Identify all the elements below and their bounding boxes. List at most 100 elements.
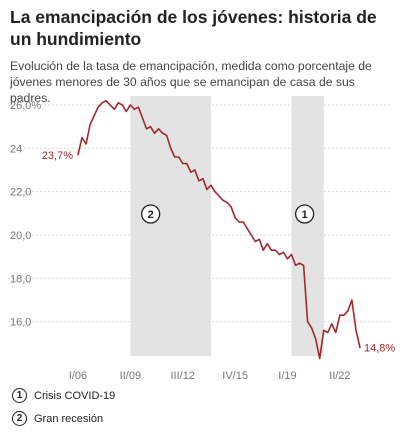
badge-1-icon: 1: [12, 388, 27, 403]
data-point: [270, 249, 272, 251]
data-point: [222, 199, 224, 201]
badge-1-icon: [294, 204, 315, 224]
data-point: [89, 123, 91, 126]
x-tick-label: IV/15: [222, 370, 248, 382]
data-point: [202, 178, 204, 180]
data-point: [97, 106, 99, 108]
data-point: [186, 162, 188, 165]
badge-number: 2: [148, 209, 154, 221]
data-point: [327, 331, 329, 334]
data-point: [262, 249, 264, 251]
y-axis-ticks: 26,0% 24 22,0 20,0 18,0 16,0: [10, 100, 41, 329]
data-point: [319, 357, 321, 360]
data-point: [190, 171, 192, 173]
x-tick-label: II/09: [120, 370, 141, 382]
data-point: [182, 162, 184, 165]
x-tick-label: II/22: [329, 370, 350, 382]
data-point: [294, 264, 297, 266]
data-point: [315, 338, 317, 340]
data-point: [162, 132, 164, 134]
data-point: [351, 299, 353, 301]
badge-2-icon: [141, 204, 161, 224]
y-gridlines: [8, 104, 392, 323]
data-point: [311, 327, 313, 329]
data-point: [141, 117, 144, 119]
data-point: [335, 331, 337, 334]
data-point: [133, 108, 135, 110]
data-point: [274, 249, 276, 251]
data-point: [343, 314, 345, 316]
x-axis-ticks: I/06 II/09 III/12 IV/15 I/19 II/22: [69, 370, 351, 382]
data-point: [246, 227, 248, 230]
data-point: [303, 264, 305, 266]
end-value-label: 14,8%: [364, 343, 395, 355]
data-point: [117, 102, 119, 104]
data-point: [145, 128, 148, 130]
data-point: [218, 195, 220, 197]
data-point: [178, 156, 180, 158]
data-point: [307, 321, 309, 323]
data-point: [93, 115, 95, 117]
legend-label: Crisis COVID-19: [34, 389, 116, 402]
data-point: [242, 221, 244, 223]
data-point: [109, 104, 111, 106]
data-labels: 23,7% 14,8%: [42, 150, 396, 355]
data-point: [331, 323, 333, 325]
data-point: [157, 128, 160, 130]
data-point: [101, 102, 103, 104]
data-point: [323, 329, 325, 331]
shaded-period-2: [130, 96, 211, 356]
data-point: [149, 126, 152, 128]
data-point: [258, 238, 260, 240]
data-point: [359, 347, 361, 349]
data-point: [234, 217, 236, 219]
data-point: [210, 184, 212, 186]
data-point: [77, 154, 79, 156]
data-point: [85, 143, 87, 145]
data-point: [194, 169, 196, 171]
y-tick-label: 26,0%: [10, 100, 41, 112]
legend-label: Gran recesión: [34, 412, 104, 425]
data-point: [113, 108, 115, 110]
data-point: [137, 106, 140, 108]
data-point: [174, 156, 176, 158]
x-tick-label: III/12: [171, 370, 195, 382]
y-tick-label: 22,0: [10, 187, 31, 199]
data-point: [282, 251, 285, 253]
data-point: [238, 221, 240, 223]
data-point: [198, 180, 200, 182]
data-point: [250, 234, 252, 236]
data-point: [226, 201, 228, 204]
data-point: [214, 191, 216, 193]
data-point: [286, 258, 289, 260]
data-point: [290, 253, 293, 256]
shaded-periods: [130, 96, 324, 356]
data-point: [206, 188, 208, 191]
y-tick-label: 18,0: [10, 273, 31, 285]
chart-title: La emancipación de los jóvenes: historia…: [10, 7, 377, 49]
legend-item-recession: 2 Gran recesión: [12, 411, 103, 426]
data-point: [129, 104, 131, 106]
data-point: [339, 314, 341, 316]
start-value-label: 23,7%: [42, 150, 73, 162]
x-tick-label: I/06: [69, 370, 87, 382]
y-tick-label: 24: [10, 143, 22, 155]
badge-number: 1: [302, 209, 308, 221]
y-tick-label: 20,0: [10, 230, 31, 242]
data-point: [278, 253, 281, 256]
data-point: [230, 206, 232, 208]
data-point: [298, 262, 301, 264]
x-tick-label: I/19: [278, 370, 296, 382]
legend-item-covid: 1 Crisis COVID-19: [12, 388, 115, 403]
data-point: [121, 104, 123, 106]
data-point: [355, 329, 357, 331]
series-line: [77, 99, 361, 360]
chart-subtitle: Evolución de la tasa de emancipación, me…: [10, 59, 372, 105]
data-point: [81, 136, 83, 139]
data-point: [347, 310, 349, 312]
y-tick-label: 16,0: [10, 317, 31, 329]
data-point: [105, 100, 107, 102]
data-point: [166, 134, 168, 136]
